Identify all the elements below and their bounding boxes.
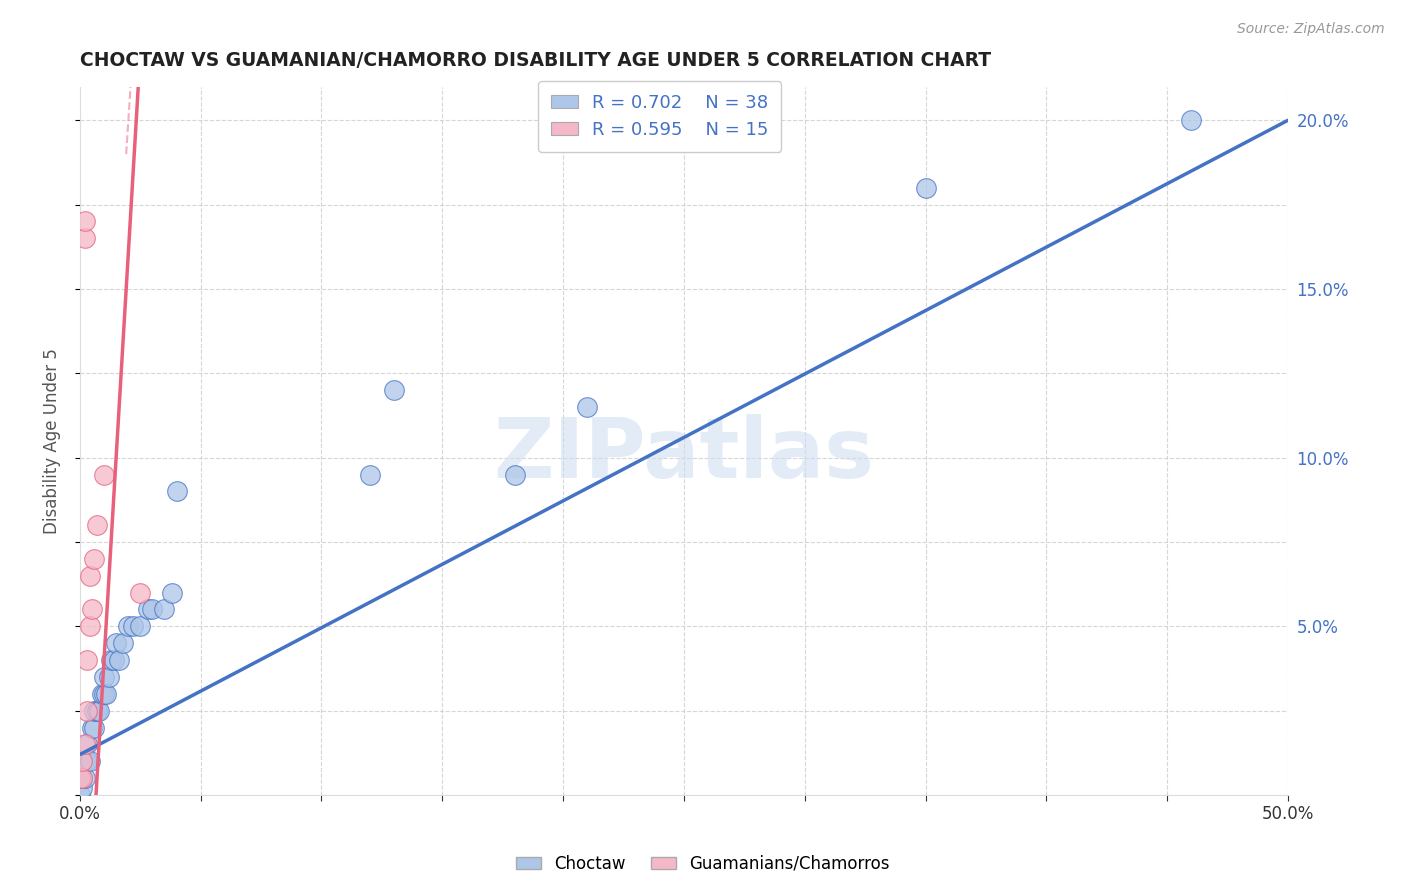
Point [97, 670, 120, 684]
Point [914, 180, 936, 194]
Point [122, 619, 145, 633]
Point [83, 721, 105, 735]
Text: ZIPatlas: ZIPatlas [494, 415, 875, 495]
Point [80, 721, 103, 735]
Point [105, 636, 128, 650]
Point [153, 602, 176, 616]
Point [80, 602, 103, 616]
Point [76, 653, 98, 667]
Point [93, 687, 115, 701]
Point [69, 771, 91, 785]
Point [73, 771, 96, 785]
Point [107, 653, 129, 667]
Point [503, 467, 526, 482]
Point [69, 771, 91, 785]
Legend: R = 0.702    N = 38, R = 0.595    N = 15: R = 0.702 N = 38, R = 0.595 N = 15 [538, 81, 782, 152]
Point [86, 704, 108, 718]
Point [117, 619, 139, 633]
Point [166, 484, 188, 499]
Point [72, 755, 94, 769]
Point [72, 771, 94, 785]
Y-axis label: Disability Age Under 5: Disability Age Under 5 [44, 348, 60, 533]
Text: Source: ZipAtlas.com: Source: ZipAtlas.com [1237, 22, 1385, 37]
Point [79, 568, 101, 582]
Point [382, 383, 405, 397]
Point [69, 788, 91, 802]
Point [93, 670, 115, 684]
Point [141, 602, 163, 616]
Point [96, 687, 118, 701]
Point [93, 467, 115, 482]
Point [129, 619, 152, 633]
Point [160, 585, 183, 599]
Point [100, 653, 122, 667]
Point [73, 231, 96, 245]
Text: CHOCTAW VS GUAMANIAN/CHAMORRO DISABILITY AGE UNDER 5 CORRELATION CHART: CHOCTAW VS GUAMANIAN/CHAMORRO DISABILITY… [80, 51, 991, 70]
Point [89, 704, 111, 718]
Point [129, 585, 152, 599]
Point [86, 518, 108, 533]
Point [79, 619, 101, 633]
Point [73, 738, 96, 752]
Point [1180, 113, 1202, 128]
Point [83, 552, 105, 566]
Point [79, 755, 101, 769]
Point [73, 755, 96, 769]
Point [112, 636, 135, 650]
Point [359, 467, 381, 482]
Point [576, 400, 599, 414]
Point [76, 738, 98, 752]
Point [73, 214, 96, 228]
Legend: Choctaw, Guamanians/Chamorros: Choctaw, Guamanians/Chamorros [509, 848, 897, 880]
Point [83, 704, 105, 718]
Point [76, 755, 98, 769]
Point [72, 771, 94, 785]
Point [103, 653, 125, 667]
Point [136, 602, 159, 616]
Point [72, 781, 94, 796]
Point [90, 687, 112, 701]
Point [76, 704, 98, 718]
